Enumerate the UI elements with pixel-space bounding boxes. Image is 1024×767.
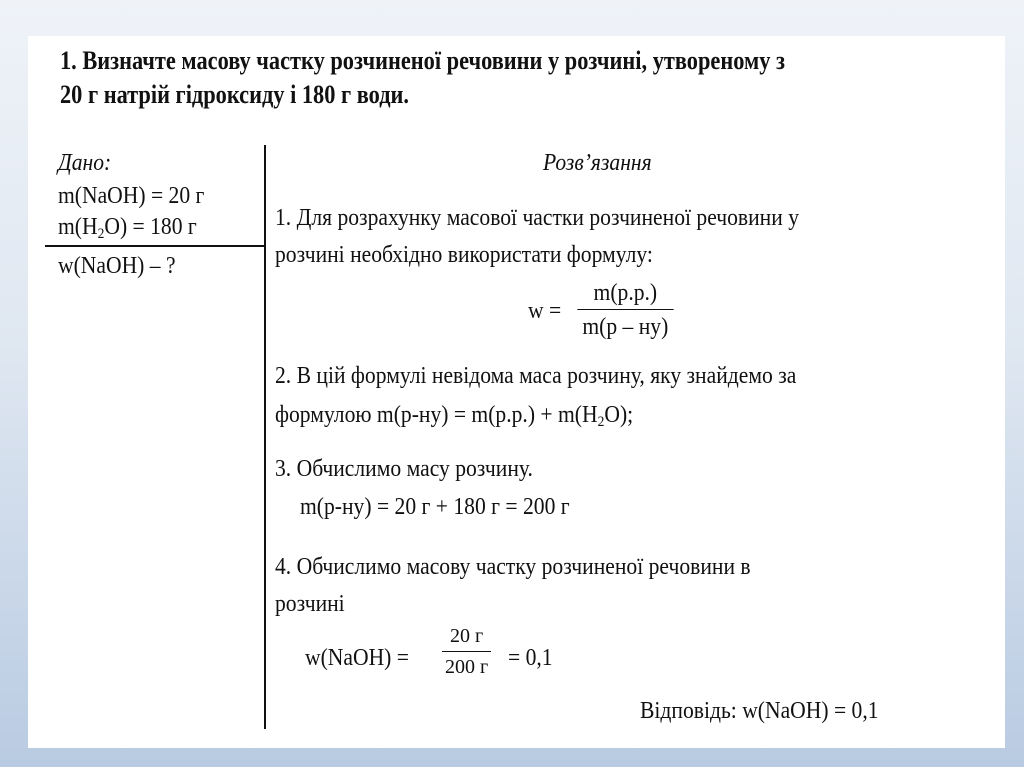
- answer: Відповідь: w(NaOH) = 0,1: [640, 698, 879, 724]
- formula1-numerator: m(р.р.): [577, 280, 674, 310]
- given-divider: [45, 245, 265, 247]
- step3-line2: m(р-ну) = 20 г + 180 г = 200 г: [300, 494, 570, 520]
- formula2-fraction: 20 г 200 г: [442, 625, 492, 679]
- formula1-fraction: m(р.р.) m(р – ну): [577, 280, 674, 341]
- given-item-naoh: m(NaOH) = 20 г: [58, 183, 205, 209]
- vertical-divider: [264, 145, 266, 729]
- step4-line1: 4. Обчислимо масову частку розчиненої ре…: [275, 554, 751, 580]
- formula2-lhs: w(NaOH) =: [305, 645, 409, 671]
- step4-line2: розчині: [275, 591, 345, 617]
- given-item-water: m(H2O) = 180 г: [58, 214, 197, 242]
- problem-title-line-1: 1. Визначте масову частку розчиненої реч…: [60, 46, 785, 75]
- given-heading: Дано:: [58, 150, 112, 176]
- step3-line1: 3. Обчислимо масу розчину.: [275, 456, 533, 482]
- step2-line1: 2. В цій формулі невідома маса розчину, …: [275, 363, 797, 389]
- solution-heading: Розв’язання: [543, 150, 652, 176]
- problem-title-line-2: 20 г натрій гідроксиду і 180 г води.: [60, 80, 409, 109]
- step2-line2: формулою m(р-ну) = m(р.р.) + m(H2O);: [275, 402, 634, 430]
- formula2-numerator: 20 г: [442, 625, 492, 652]
- formula1-denominator: m(р – ну): [582, 314, 669, 340]
- step1-line2: розчині необхідно використати формулу:: [275, 242, 653, 268]
- slide-content: [28, 36, 1005, 748]
- formula1-lhs: w =: [528, 298, 562, 324]
- formula2-denominator: 200 г: [445, 656, 489, 678]
- step1-line1: 1. Для розрахунку масової частки розчине…: [275, 205, 799, 231]
- formula2-result: = 0,1: [508, 645, 553, 671]
- given-find: w(NaOH) – ?: [58, 253, 176, 279]
